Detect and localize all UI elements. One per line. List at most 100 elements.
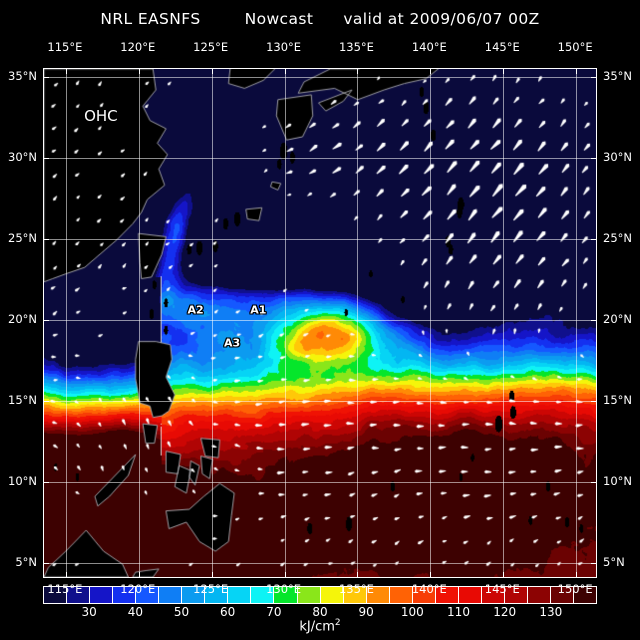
axis-tick-mark xyxy=(44,481,49,483)
lon-tick-145: 145°E xyxy=(484,582,520,596)
lon-tick-140: 140°E xyxy=(411,582,447,596)
colorbar-cell-17 xyxy=(435,587,459,603)
lon-tick-140: 140°E xyxy=(411,40,447,54)
colorbar-units-text: kJ/cm xyxy=(299,619,335,635)
lon-tick-130: 130°E xyxy=(266,582,302,596)
axis-tick-mark xyxy=(576,572,578,577)
colorbar-cell-13 xyxy=(343,587,367,603)
colorbar-tick-30: 30 xyxy=(81,605,97,619)
colorbar-tick-60: 60 xyxy=(220,605,236,619)
lon-tick-135: 135°E xyxy=(338,40,374,54)
colorbar-cell-23 xyxy=(574,587,597,603)
axis-tick-mark xyxy=(284,572,286,577)
colorbar-tick-120: 120 xyxy=(493,605,517,619)
colorbar-tick-40: 40 xyxy=(127,605,143,619)
axis-tick-mark xyxy=(591,77,596,79)
axis-tick-mark xyxy=(430,69,432,74)
axis-tick-mark xyxy=(591,400,596,402)
lat-tick-30: 30°N xyxy=(8,150,37,165)
lon-tick-120: 120°E xyxy=(120,40,156,54)
axis-tick-mark xyxy=(44,158,49,160)
colorbar-cell-15 xyxy=(389,587,413,603)
axis-tick-mark xyxy=(211,572,213,577)
axis-tick-mark xyxy=(138,69,140,74)
colorbar-cell-7 xyxy=(205,587,229,603)
lat-tick-35: 35°N xyxy=(8,69,37,84)
lat-tick-10: 10°N xyxy=(603,473,632,488)
axis-tick-mark xyxy=(503,69,505,74)
lat-tick-5: 5°N xyxy=(603,554,625,569)
colorbar-tick-50: 50 xyxy=(173,605,190,619)
colorbar-cell-18 xyxy=(458,587,482,603)
axis-tick-mark xyxy=(44,319,49,321)
colorbar xyxy=(43,586,597,604)
colorbar-units-label: kJ/cm2 xyxy=(0,618,640,634)
lat-tick-20: 20°N xyxy=(603,311,632,326)
lon-tick-130: 130°E xyxy=(266,40,302,54)
lon-tick-120: 120°E xyxy=(120,582,156,596)
figure-title: NRL EASNFS Nowcast valid at 2009/06/07 0… xyxy=(0,6,640,32)
axis-tick-mark xyxy=(65,572,67,577)
colorbar-cell-9 xyxy=(251,587,275,603)
colorbar-cell-0 xyxy=(44,587,68,603)
colorbar-tick-100: 100 xyxy=(400,605,424,619)
colorbar-tick-80: 80 xyxy=(312,605,328,619)
colorbar-cell-4 xyxy=(136,587,160,603)
lat-tick-5: 5°N xyxy=(15,554,37,569)
colorbar-cell-11 xyxy=(297,587,321,603)
lat-tick-10: 10°N xyxy=(8,473,37,488)
axis-tick-mark xyxy=(591,562,596,564)
colorbar-cell-16 xyxy=(412,587,436,603)
colorbar-tick-70: 70 xyxy=(266,605,282,619)
longitude-axis-bottom: 115°E 120°E 125°E 130°E 135°E 140°E 145°E 150°E xyxy=(0,582,640,598)
colorbar-tick-130: 130 xyxy=(539,605,563,619)
lon-tick-135: 135°E xyxy=(338,582,374,596)
colorbar-cell-6 xyxy=(182,587,206,603)
axis-tick-mark xyxy=(44,77,49,79)
map-plot-area[interactable]: OHC A2 A1 A3 xyxy=(43,68,597,578)
colorbar-cell-14 xyxy=(366,587,390,603)
lat-tick-15: 15°N xyxy=(8,392,37,407)
colorbar-cell-3 xyxy=(113,587,137,603)
axis-tick-mark xyxy=(284,69,286,74)
axis-tick-mark xyxy=(591,319,596,321)
colorbar-tick-110: 110 xyxy=(447,605,470,619)
colorbar-cell-5 xyxy=(159,587,183,603)
colorbar-cell-19 xyxy=(481,587,505,603)
title-model: EASNFS xyxy=(137,10,201,28)
colorbar-tick-90: 90 xyxy=(358,605,374,619)
lon-tick-115: 115°E xyxy=(47,582,83,596)
title-product: Nowcast xyxy=(244,10,314,28)
axis-tick-mark xyxy=(576,69,578,74)
lat-tick-15: 15°N xyxy=(603,392,632,407)
longitude-axis-top: 115°E 120°E 125°E 130°E 135°E 140°E 145°E 150°E xyxy=(0,40,640,56)
lon-tick-150: 150°E xyxy=(557,40,593,54)
axis-tick-mark xyxy=(503,572,505,577)
lat-tick-30: 30°N xyxy=(603,150,632,165)
lat-tick-25: 25°N xyxy=(603,231,632,245)
axis-tick-mark xyxy=(357,572,359,577)
colorbar-cell-22 xyxy=(551,587,575,603)
axis-tick-mark xyxy=(357,69,359,74)
ohc-heatmap-canvas xyxy=(44,69,596,577)
colorbar-cell-1 xyxy=(67,587,91,603)
colorbar-cell-8 xyxy=(228,587,252,603)
lat-tick-20: 20°N xyxy=(8,311,37,326)
axis-tick-mark xyxy=(44,562,49,564)
colorbar-cell-20 xyxy=(504,587,528,603)
axis-tick-mark xyxy=(591,481,596,483)
colorbar-cell-10 xyxy=(274,587,298,603)
lon-tick-115: 115°E xyxy=(47,40,83,54)
axis-tick-mark xyxy=(591,239,596,240)
colorbar-cell-21 xyxy=(527,587,552,603)
title-agency: NRL xyxy=(100,10,133,28)
title-valid-time: valid at 2009/06/07 00Z xyxy=(343,10,540,28)
axis-tick-mark xyxy=(44,239,49,240)
colorbar-cell-12 xyxy=(320,587,344,603)
lon-tick-145: 145°E xyxy=(484,40,520,54)
colorbar-units-exponent: 2 xyxy=(334,618,341,628)
lon-tick-125: 125°E xyxy=(193,582,229,596)
axis-tick-mark xyxy=(44,400,49,402)
lat-tick-25: 25°N xyxy=(8,231,37,245)
